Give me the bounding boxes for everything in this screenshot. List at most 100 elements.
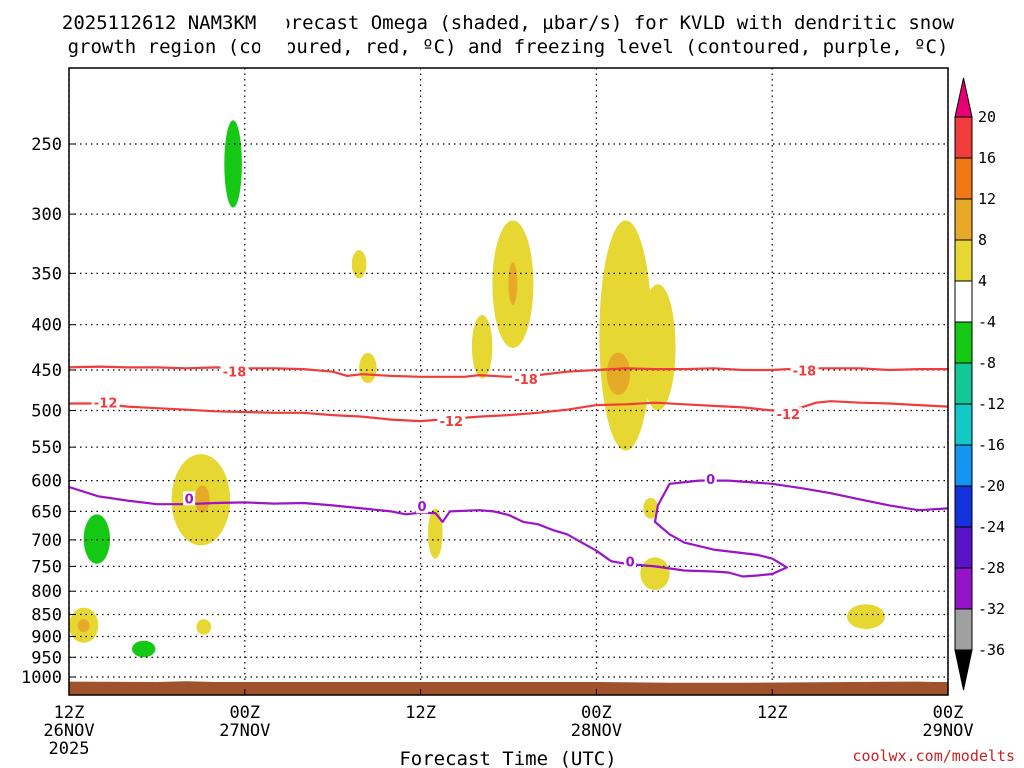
colorbar-swatch-11 — [954, 567, 973, 610]
shade-yellow-13 — [846, 604, 886, 629]
shade-teal-1 — [83, 514, 111, 564]
shade-orange-3 — [606, 352, 631, 395]
ytick-label-850: 850 — [31, 606, 62, 626]
terrain-surface — [69, 681, 948, 695]
shade-green-9 — [265, 570, 278, 591]
contour-label-bg-freezing-level-0-3 — [704, 471, 717, 486]
contour-label-freezing-level-0-1: 0 — [418, 500, 427, 515]
xtick-label-3-1: 00Z — [581, 703, 612, 723]
shade-orange-1 — [77, 619, 90, 633]
xtick-label-1-2: 27NOV — [219, 721, 270, 741]
shade-orange-0 — [194, 485, 210, 513]
colorbar-swatch-6 — [954, 362, 973, 405]
colorbar-swatch-7 — [954, 403, 973, 446]
pressure-gridlines — [68, 68, 949, 695]
temperature-contours: -18 -18 -18 -12 -12 -12 0 0 0 0 — [68, 363, 949, 578]
xtick-label-5-2: 29NOV — [922, 721, 973, 741]
shade-green-2 — [301, 64, 338, 240]
ytick-label-600: 600 — [31, 472, 62, 492]
ytick-label-400: 400 — [31, 316, 62, 336]
shade-green-7 — [93, 457, 106, 478]
contour-label-freezing-level-0-3: 0 — [706, 473, 715, 488]
colorbar-label-9: -20 — [978, 477, 1005, 495]
colorbar-label-2: 12 — [978, 190, 996, 208]
colorbar-swatch-12 — [954, 608, 973, 651]
colorbar-label-5: -4 — [978, 313, 996, 331]
colorbar-label-4: 4 — [978, 272, 987, 290]
colorbar-label-3: 8 — [978, 231, 987, 249]
shade-yellow-11 — [643, 497, 658, 519]
ytick-label-950: 950 — [31, 648, 62, 668]
shade-yellow-4 — [359, 352, 377, 384]
contour-label-bg-freezing-level-0-0 — [183, 491, 196, 506]
xtick-label-5-1: 00Z — [933, 703, 964, 723]
xtick-label-0-2: 26NOV — [43, 721, 94, 741]
colorbar-bottom-arrow — [954, 649, 973, 691]
shade-teal-0 — [224, 120, 242, 208]
colorbar-label-1: 16 — [978, 149, 996, 167]
omega-colorbar: 20 16 12 8 4 -4 -8 -12 -16 -20 -24 -28 -32 -36 — [954, 77, 1005, 691]
shade-yellow-9 — [640, 284, 676, 411]
chart-title-line-2: growth region (contoured, red, ºC) and f… — [68, 36, 949, 58]
shade-yellow-6 — [471, 314, 493, 379]
colorbar-label-6: -8 — [978, 354, 996, 372]
ytick-label-1000: 1000 — [21, 668, 62, 688]
shade-green-3 — [350, 130, 374, 268]
ytick-label-800: 800 — [31, 582, 62, 602]
colorbar-label-11: -28 — [978, 559, 1005, 577]
colorbar-swatch-8 — [954, 444, 973, 487]
ytick-label-750: 750 — [31, 557, 62, 577]
ytick-label-250: 250 — [31, 135, 62, 155]
xtick-label-3-2: 28NOV — [571, 721, 622, 741]
contour-label-bg-dgz-minus-18-1 — [512, 372, 541, 387]
contour-label-bg-freezing-level-0-1 — [416, 499, 429, 514]
ytick-label-300: 300 — [31, 205, 62, 225]
contour-label-dgz-minus-18-1: -18 — [514, 373, 538, 388]
colorbar-label-0: 20 — [978, 108, 996, 126]
colorbar-label-13: -36 — [978, 641, 1005, 659]
contour-label-bg-freezing-level-0-2 — [624, 554, 637, 569]
colorbar-swatch-5 — [954, 321, 973, 364]
colorbar-top-arrow — [954, 77, 973, 118]
ytick-label-450: 450 — [31, 361, 62, 381]
colorbar-label-10: -24 — [978, 518, 1005, 536]
ytick-label-900: 900 — [31, 627, 62, 647]
contour-label-dgz-minus-12-0: -12 — [94, 397, 118, 412]
xtick-label-2-1: 12Z — [405, 703, 436, 723]
shade-orange-2 — [508, 262, 518, 305]
ytick-label-350: 350 — [31, 264, 62, 284]
shade-teal-2 — [131, 640, 156, 658]
xtick-label-4-1: 12Z — [757, 703, 788, 723]
xtick-label-1-1: 00Z — [229, 703, 260, 723]
terrain-layer — [69, 681, 948, 695]
contour-label-freezing-level-0-2: 0 — [626, 555, 635, 570]
colorbar-swatch-4 — [954, 280, 973, 323]
plot-area: -18 -18 -18 -12 -12 -12 0 0 0 0 — [68, 0, 949, 696]
colorbar-swatch-9 — [954, 485, 973, 528]
contour-label-bg-dgz-minus-12-1 — [437, 413, 466, 428]
ytick-label-500: 500 — [31, 402, 62, 422]
contour-label-bg-dgz-minus-18-0 — [220, 364, 249, 379]
shade-yellow-12 — [640, 557, 670, 591]
shade-green-5 — [159, 355, 195, 428]
plot-frame — [68, 67, 949, 696]
shade-yellow-5 — [427, 508, 443, 559]
colorbar-swatch-0 — [954, 116, 973, 159]
colorbar-swatch-1 — [954, 157, 973, 200]
shade-green-4 — [379, 68, 412, 166]
contour-label-bg-dgz-minus-12-2 — [774, 407, 803, 422]
contour-label-dgz-minus-12-1: -12 — [440, 415, 464, 430]
colorbar-swatch-3 — [954, 239, 973, 282]
contour-label-bg-dgz-minus-18-2 — [790, 363, 819, 378]
xtick-label-0-1: 12Z — [54, 703, 85, 723]
x-axis-label: Forecast Time (UTC) — [399, 748, 616, 768]
colorbar-label-12: -32 — [978, 600, 1005, 618]
colorbar-label-8: -16 — [978, 436, 1005, 454]
chart-title-line-1: 2025112612 NAM3KM Forecast Omega (shaded… — [62, 12, 955, 34]
shade-yellow-3 — [351, 250, 367, 279]
credit-text: coolwx.com/modelts — [852, 747, 1015, 765]
contour-label-freezing-level-0-0: 0 — [185, 492, 194, 507]
colorbar-label-7: -12 — [978, 395, 1005, 413]
colorbar-swatch-2 — [954, 198, 973, 241]
